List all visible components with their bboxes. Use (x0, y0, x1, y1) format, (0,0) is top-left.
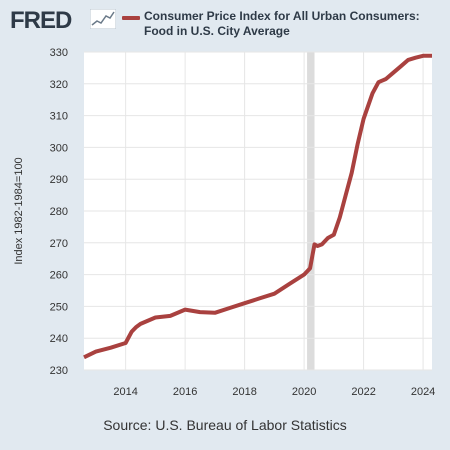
y-tick-label: 280 (50, 206, 68, 218)
y-axis-label: Index 1982-1984=100 (13, 157, 25, 264)
y-tick-label: 300 (50, 142, 68, 154)
y-tick-label: 320 (50, 79, 68, 91)
y-tick-label: 250 (50, 301, 68, 313)
y-tick-label: 260 (50, 270, 68, 282)
x-tick-layer: 2014 2016 2018 2020 2022 2024 (113, 386, 435, 398)
legend-line-2: Food in U.S. City Average (144, 24, 290, 38)
x-tick-label: 2020 (292, 386, 316, 398)
y-tick-label: 270 (50, 238, 68, 250)
legend-line-1: Consumer Price Index for All Urban Consu… (144, 9, 420, 23)
x-tick-label: 2016 (173, 386, 197, 398)
y-tick-layer: 230 240 250 260 270 280 290 300 310 320 330 (50, 47, 68, 377)
x-tick-label: 2018 (232, 386, 256, 398)
fred-logo[interactable]: FRED (10, 7, 72, 34)
x-tick-label: 2022 (351, 386, 375, 398)
y-tick-label: 290 (50, 174, 68, 186)
y-tick-label: 230 (50, 365, 68, 377)
series-line[interactable] (83, 53, 432, 360)
grid-layer (84, 51, 432, 371)
y-tick-label: 240 (50, 333, 68, 345)
y-tick-label: 310 (50, 111, 68, 123)
source-note[interactable]: Source: U.S. Bureau of Labor Statistics (103, 417, 347, 433)
x-tick-label: 2024 (411, 386, 435, 398)
y-tick-label: 330 (50, 47, 68, 59)
legend-title: Consumer Price Index for All Urban Consu… (144, 9, 444, 39)
trend-line-icon (90, 9, 116, 29)
legend-swatch (122, 16, 140, 20)
x-tick-label: 2014 (113, 386, 137, 398)
series-layer (83, 53, 432, 360)
